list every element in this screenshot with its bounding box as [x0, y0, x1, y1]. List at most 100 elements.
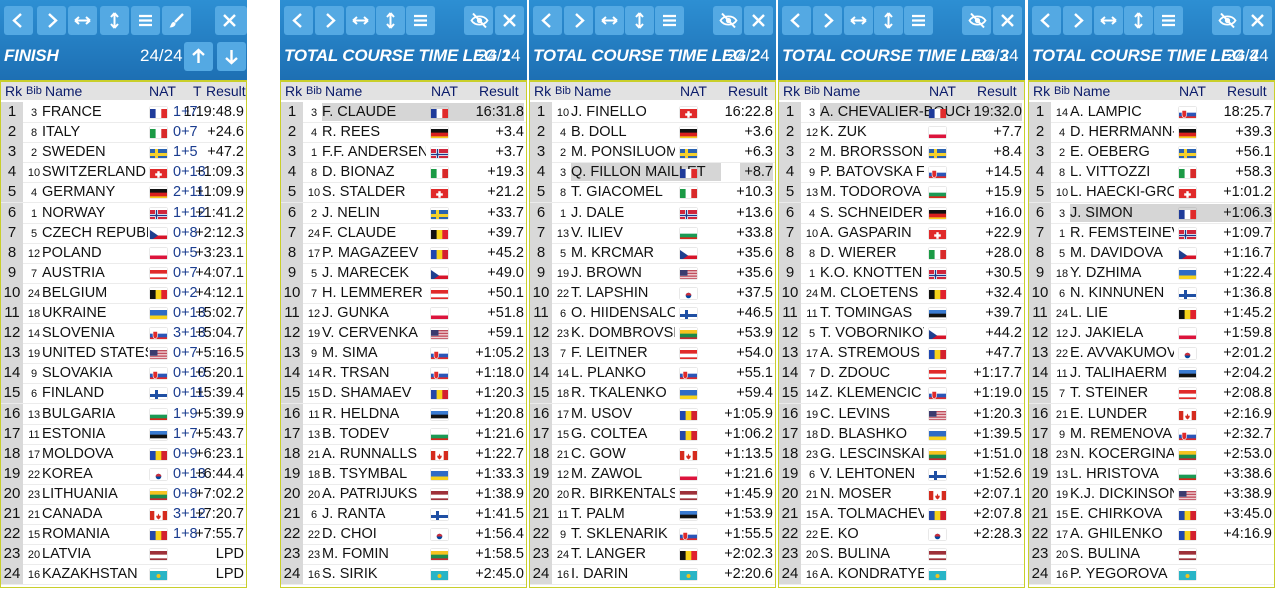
nation-flag	[431, 489, 448, 500]
menu-button[interactable]	[904, 6, 933, 35]
expand-width-button[interactable]	[68, 6, 97, 35]
expand-width-button[interactable]	[844, 6, 873, 35]
rank: 9	[530, 262, 552, 283]
expand-height-button[interactable]	[376, 6, 405, 35]
result-time: +2:53.0	[1223, 445, 1272, 462]
athlete-name: M. SIMA	[322, 345, 378, 362]
table-row: 19 18 B. TSYMBAL +1:33.3	[281, 463, 526, 485]
expand-height-button[interactable]	[874, 6, 903, 35]
penalty-count: 1+7	[173, 104, 198, 120]
penalty-count: 0+7	[173, 345, 198, 362]
result-time: +6:44.4	[195, 465, 244, 482]
nation-flag	[1179, 228, 1196, 239]
close-button[interactable]	[215, 6, 244, 35]
rank: 15	[281, 383, 303, 404]
hide-button[interactable]	[1212, 6, 1241, 35]
result-time: +3.6	[744, 124, 773, 141]
prev-button[interactable]	[1032, 6, 1061, 35]
panel-header: TOTAL COURSE TIME LEG 4 24/24	[1028, 0, 1275, 80]
athlete-name: L. HAECKI-GROSS	[1070, 184, 1174, 201]
close-button[interactable]	[495, 6, 524, 35]
rank: 11	[779, 303, 801, 323]
hide-button[interactable]	[464, 6, 493, 35]
table-row: 17 18 D. BLASHKO +1:39.5	[779, 423, 1024, 445]
result-time: +37.5	[736, 284, 773, 301]
hide-button[interactable]	[962, 6, 991, 35]
table-row: 18 21 A. RUNNALLS +1:22.7	[281, 443, 526, 465]
nation-flag	[680, 348, 697, 360]
menu-button[interactable]	[655, 6, 684, 35]
close-button[interactable]	[744, 6, 773, 35]
bib-number: 20	[805, 549, 819, 562]
result-time: +1:45.2	[1223, 305, 1272, 321]
bib-number: 6	[310, 509, 318, 521]
bib-number: 2	[1058, 147, 1066, 160]
next-button[interactable]	[1063, 6, 1092, 35]
header-rk: Rk	[5, 83, 23, 99]
scroll-up-button[interactable]	[184, 42, 213, 71]
athlete-name: A. RUNNALLS	[322, 445, 418, 462]
nation-flag	[1179, 288, 1196, 299]
prev-button[interactable]	[782, 6, 811, 35]
athlete-name: J. JAKIELA	[1070, 325, 1144, 342]
expand-width-button[interactable]	[1094, 6, 1123, 35]
close-button[interactable]	[1243, 6, 1272, 35]
result-time: +22.9	[985, 224, 1022, 241]
nation-flag	[929, 409, 946, 420]
expand-height-button[interactable]	[1124, 6, 1153, 35]
table-row: 14 14 L. PLANKO +55.1	[530, 363, 775, 385]
athlete-name: L. HRISTOVA	[1070, 465, 1159, 482]
menu-button[interactable]	[1154, 6, 1183, 35]
hide-button[interactable]	[713, 6, 742, 35]
bib-number: 9	[808, 167, 816, 180]
rank: 6	[1029, 202, 1051, 223]
expand-height-button[interactable]	[100, 6, 129, 35]
table-row: 13 22 E. AVVAKUMOVA +2:01.2	[1029, 343, 1274, 365]
prev-button[interactable]	[4, 6, 33, 35]
result-time: +1:21.6	[724, 465, 773, 482]
table-row: 12 14 SLOVENIA 3+13 +5:04.7	[1, 323, 246, 345]
rank: 10	[1, 282, 23, 303]
bib-number: 16	[307, 569, 321, 582]
rank: 21	[779, 504, 801, 524]
result-time: +4:16.9	[1223, 526, 1272, 543]
table-row: 5 8 T. GIACOMEL +10.3	[530, 182, 775, 204]
rank: 15	[779, 383, 801, 404]
nation-flag	[150, 167, 167, 179]
bib-number: 18	[27, 308, 41, 320]
next-button[interactable]	[564, 6, 593, 35]
result-time: +30.5	[985, 264, 1022, 281]
menu-button[interactable]	[131, 6, 160, 35]
prev-button[interactable]	[284, 6, 313, 35]
nation-flag	[929, 328, 946, 340]
nation-flag	[150, 107, 167, 118]
athlete-name: B. TODEV	[322, 425, 390, 442]
rank: 1	[281, 102, 303, 122]
next-button[interactable]	[813, 6, 842, 35]
nation-flag	[680, 549, 697, 561]
close-button[interactable]	[993, 6, 1022, 35]
nation-flag	[431, 409, 448, 420]
nation-flag	[680, 268, 697, 279]
next-button[interactable]	[37, 6, 66, 35]
nation-flag	[431, 328, 448, 339]
arrow-down-button[interactable]	[217, 42, 246, 71]
expand-width-button[interactable]	[595, 6, 624, 35]
table-row: 11 24 L. LIE +1:45.2	[1029, 303, 1274, 324]
nation-flag	[1179, 549, 1196, 561]
result-time: +1:09.7	[1223, 224, 1272, 241]
athlete-name: O. HIIDENSALO	[571, 305, 675, 321]
nation-flag	[150, 409, 167, 420]
athlete-name: E. AVVAKUMOVA	[1070, 345, 1174, 362]
menu-button[interactable]	[406, 6, 435, 35]
expand-height-button[interactable]	[625, 6, 654, 35]
prev-button[interactable]	[533, 6, 562, 35]
result-time	[1018, 565, 1022, 583]
rank: 21	[1029, 504, 1051, 524]
athlete-name: M. CLOETENS	[820, 284, 919, 301]
expand-width-button[interactable]	[346, 6, 375, 35]
bib-number: 23	[1055, 448, 1069, 461]
style-button[interactable]	[162, 6, 191, 35]
next-button[interactable]	[315, 6, 344, 35]
nation-flag	[150, 268, 167, 279]
